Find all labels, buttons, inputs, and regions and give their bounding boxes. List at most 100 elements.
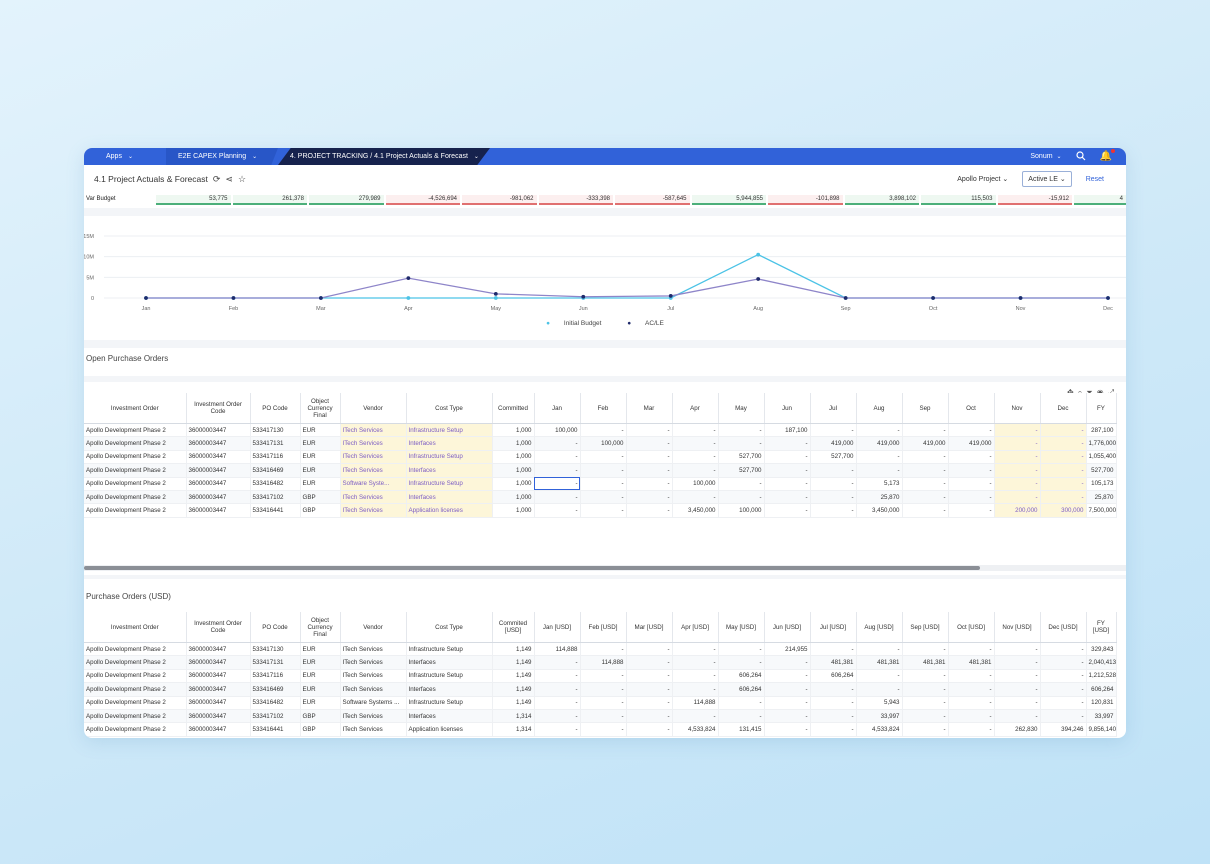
table-cell[interactable]: - — [580, 450, 627, 465]
horizontal-scrollbar[interactable] — [84, 565, 1126, 571]
table-cell[interactable]: - — [902, 709, 949, 724]
series-line-acle[interactable] — [146, 277, 1108, 299]
column-header[interactable]: Object Currency Final — [300, 393, 341, 424]
table-cell[interactable]: - — [1040, 450, 1087, 465]
table-cell[interactable]: 9,856,140 — [1086, 722, 1117, 737]
table-cell[interactable]: Application licenses — [406, 503, 493, 518]
table-cell[interactable]: - — [1040, 463, 1087, 478]
table-cell[interactable]: - — [672, 423, 719, 438]
table-cell[interactable]: - — [994, 655, 1041, 670]
table-cell[interactable]: 114,888 — [580, 655, 627, 670]
table-cell[interactable]: - — [672, 682, 719, 697]
column-header[interactable]: Feb — [580, 393, 627, 424]
table-cell[interactable]: - — [534, 669, 581, 684]
table-cell[interactable]: - — [718, 709, 765, 724]
table-cell[interactable]: - — [764, 655, 811, 670]
table-cell[interactable]: - — [994, 463, 1041, 478]
table-cell[interactable]: - — [810, 642, 857, 657]
table-cell[interactable]: - — [948, 423, 995, 438]
column-header[interactable]: Vendor — [340, 612, 407, 643]
table-cell[interactable]: 2,040,413 — [1086, 655, 1117, 670]
table-cell[interactable]: - — [718, 436, 765, 451]
table-cell[interactable]: - — [580, 463, 627, 478]
table-cell[interactable]: - — [718, 423, 765, 438]
table-cell[interactable]: ITech Services — [340, 436, 407, 451]
table-cell[interactable]: 419,000 — [856, 436, 903, 451]
table-cell[interactable]: - — [718, 477, 765, 491]
table-cell[interactable]: - — [948, 696, 995, 710]
table-cell[interactable]: 606,264 — [718, 682, 765, 697]
table-row[interactable]: Apollo Development Phase 2 36000003447 533… — [84, 696, 1117, 710]
table-cell[interactable]: 120,831 — [1086, 696, 1117, 710]
table-cell[interactable]: - — [1040, 682, 1087, 697]
table-cell[interactable]: 481,381 — [810, 655, 857, 670]
table-cell[interactable]: 527,700 — [810, 450, 857, 465]
table-cell[interactable]: 4,533,824 — [672, 722, 719, 737]
table-row[interactable]: Apollo Development Phase 2 36000003447 533… — [84, 722, 1117, 737]
table-row[interactable]: Apollo Development Phase 2 36000003447 533… — [84, 655, 1117, 670]
table-cell[interactable]: Interfaces — [406, 436, 493, 451]
share-icon[interactable]: ⋖ — [225, 173, 233, 184]
table-cell[interactable]: - — [626, 436, 673, 451]
notification-bell-icon[interactable]: 🔔 — [1100, 149, 1115, 162]
table-cell[interactable]: - — [994, 709, 1041, 724]
column-header[interactable]: Jul [USD] — [810, 612, 857, 643]
table-cell[interactable]: - — [534, 709, 581, 724]
table-cell[interactable]: - — [994, 423, 1041, 438]
table-cell[interactable]: - — [902, 450, 949, 465]
table-cell[interactable]: - — [534, 655, 581, 670]
table-cell[interactable]: 481,381 — [948, 655, 995, 670]
column-header[interactable]: Investment Order Code — [186, 612, 251, 643]
table-cell[interactable]: - — [718, 696, 765, 710]
data-point-acle[interactable] — [668, 294, 673, 298]
table-cell[interactable]: - — [626, 655, 673, 670]
table-cell[interactable]: - — [810, 503, 857, 518]
table-cell[interactable]: - — [718, 655, 765, 670]
column-header[interactable]: PO Code — [250, 393, 301, 424]
table-cell[interactable]: 419,000 — [948, 436, 995, 451]
table-cell[interactable]: - — [580, 490, 627, 505]
table-cell[interactable]: - — [718, 642, 765, 657]
table-row[interactable]: Apollo Development Phase 2 36000003447 533… — [84, 669, 1117, 684]
table-row[interactable]: Apollo Development Phase 2 36000003447 533… — [84, 682, 1117, 697]
column-header[interactable]: Committed — [492, 393, 535, 424]
table-cell[interactable]: 100,000 — [580, 436, 627, 451]
table-cell[interactable]: - — [810, 477, 857, 491]
table-cell[interactable]: 100,000 — [534, 423, 581, 438]
table-cell[interactable]: - — [1040, 490, 1087, 505]
table-cell[interactable]: 200,000 — [994, 503, 1041, 518]
table-cell[interactable]: - — [626, 423, 673, 438]
table-cell[interactable]: - — [994, 450, 1041, 465]
table-cell[interactable]: - — [856, 669, 903, 684]
table-cell[interactable]: 25,870 — [856, 490, 903, 505]
table-cell[interactable]: 329,843 — [1086, 642, 1117, 657]
refresh-icon[interactable]: ⟳ — [212, 173, 221, 184]
data-point-acle[interactable] — [406, 276, 411, 281]
table-cell[interactable]: - — [902, 696, 949, 710]
column-header[interactable]: Oct — [948, 393, 995, 424]
data-point-acle[interactable] — [843, 296, 848, 300]
apps-menu[interactable]: Apps ⌄ — [84, 148, 166, 165]
table-cell[interactable]: Infrastructure Setup — [406, 423, 493, 438]
table-cell[interactable]: 7,500,000 — [1086, 503, 1117, 518]
table-cell[interactable]: - — [672, 436, 719, 451]
table-cell[interactable]: - — [856, 463, 903, 478]
breadcrumb-active[interactable]: 4. PROJECT TRACKING / 4.1 Project Actual… — [278, 148, 490, 165]
user-menu[interactable]: Sonum ⌄ — [1030, 153, 1061, 160]
table-cell[interactable]: 481,381 — [902, 655, 949, 670]
table-cell[interactable]: - — [856, 423, 903, 438]
table-cell[interactable]: - — [626, 503, 673, 518]
table-cell[interactable]: 131,415 — [718, 722, 765, 737]
table-cell[interactable]: - — [626, 709, 673, 724]
column-header[interactable]: Apr [USD] — [672, 612, 719, 643]
column-header[interactable]: Dec [USD] — [1040, 612, 1087, 643]
table-cell[interactable]: Software Syste... — [340, 477, 407, 491]
table-cell[interactable]: 100,000 — [672, 477, 719, 491]
table-cell[interactable]: - — [948, 477, 995, 491]
table-cell[interactable]: - — [580, 682, 627, 697]
table-cell[interactable]: 606,264 — [1086, 682, 1117, 697]
table-cell[interactable]: - — [534, 503, 581, 518]
table-cell[interactable]: Infrastructure Setup — [406, 450, 493, 465]
table-cell[interactable]: - — [626, 450, 673, 465]
table-cell[interactable]: ITech Services — [340, 450, 407, 465]
